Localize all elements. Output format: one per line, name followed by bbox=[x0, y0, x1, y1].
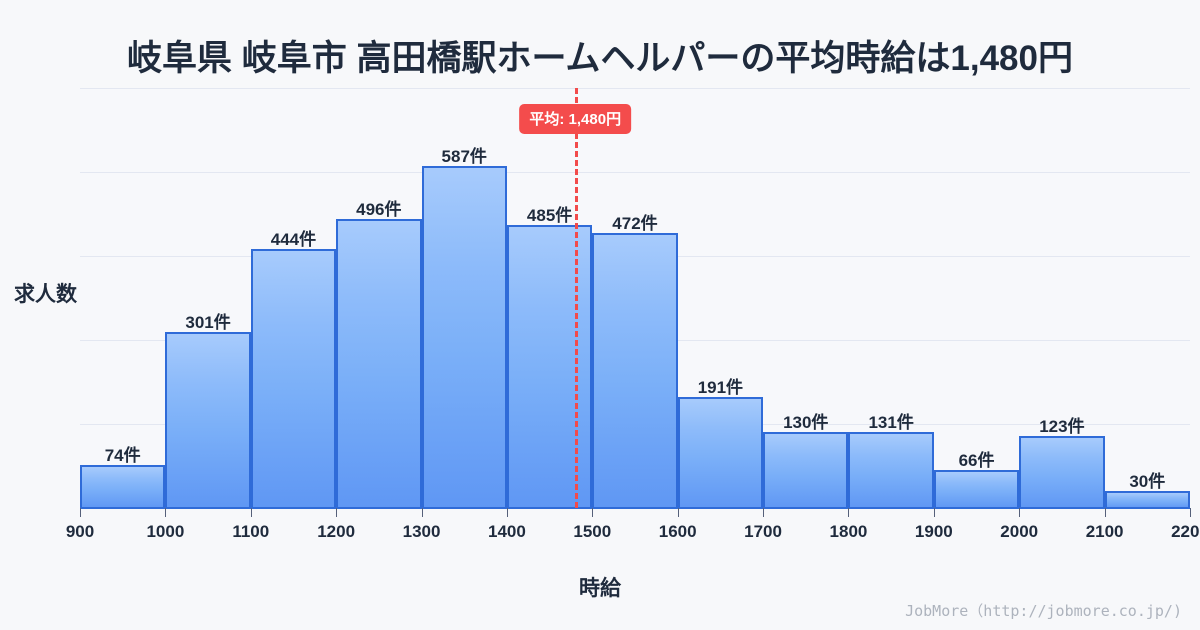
x-tick-mark bbox=[933, 508, 935, 517]
x-tick-mark bbox=[336, 508, 338, 517]
bar[interactable] bbox=[421, 165, 507, 508]
x-tick-label: 1100 bbox=[232, 522, 270, 541]
page-title: 岐阜県 岐阜市 高田橋駅ホームヘルパーの平均時給は1,480円 bbox=[127, 39, 1073, 78]
x-tick-mark bbox=[1190, 508, 1191, 517]
bar[interactable] bbox=[336, 218, 422, 508]
bar-value-label: 131件 bbox=[868, 412, 914, 432]
x-tick-label: 1400 bbox=[488, 522, 526, 541]
x-tick-label: 1300 bbox=[402, 522, 441, 541]
x-tick-label: 2100 bbox=[1085, 522, 1124, 541]
x-axis-title: 時給 bbox=[579, 577, 621, 600]
bar-value-label: 301件 bbox=[185, 313, 231, 333]
watermark: JobMore（http://jobmore.co.jp/) bbox=[905, 602, 1182, 620]
x-tick-label: 2200 bbox=[1171, 522, 1200, 541]
x-tick-label: 1200 bbox=[317, 522, 356, 541]
bar-value-label: 472件 bbox=[612, 213, 658, 233]
x-tick-mark bbox=[592, 508, 594, 517]
x-tick-mark bbox=[250, 508, 252, 517]
bar-value-label: 130件 bbox=[783, 413, 829, 433]
bar[interactable] bbox=[677, 396, 764, 508]
x-tick-label: 2000 bbox=[1000, 522, 1039, 541]
x-axis-baseline bbox=[80, 507, 1190, 509]
gridline bbox=[80, 172, 1190, 173]
bar[interactable] bbox=[1019, 436, 1105, 508]
x-tick-label: 1600 bbox=[658, 522, 697, 541]
x-tick-mark bbox=[763, 508, 765, 517]
bar[interactable] bbox=[1104, 490, 1190, 508]
bar-value-label: 74件 bbox=[104, 445, 141, 465]
bar[interactable] bbox=[592, 232, 678, 508]
x-tick-mark bbox=[506, 508, 508, 517]
x-tick-label: 1000 bbox=[146, 522, 185, 541]
x-tick-label: 1500 bbox=[573, 522, 612, 541]
y-axis-title: 求人数 bbox=[14, 283, 77, 306]
bar-value-label: 66件 bbox=[958, 450, 995, 470]
average-badge: 平均: 1,480円 bbox=[519, 104, 632, 134]
x-tick-mark bbox=[165, 508, 167, 517]
plot-area bbox=[80, 88, 1190, 508]
bar-value-label: 496件 bbox=[356, 199, 402, 219]
bar-value-label: 123件 bbox=[1039, 417, 1085, 437]
x-tick-mark bbox=[80, 508, 81, 517]
bar-value-label: 485件 bbox=[526, 206, 573, 226]
bar[interactable] bbox=[933, 469, 1020, 508]
bar[interactable] bbox=[506, 225, 593, 508]
bar[interactable] bbox=[80, 464, 166, 508]
bar-value-label: 191件 bbox=[697, 377, 744, 397]
x-tick-mark bbox=[421, 508, 423, 517]
gridline bbox=[80, 88, 1190, 89]
x-tick-label: 900 bbox=[65, 522, 95, 541]
bar[interactable] bbox=[250, 249, 337, 508]
bar[interactable] bbox=[848, 431, 934, 508]
average-line bbox=[575, 88, 579, 508]
x-tick-mark bbox=[1019, 508, 1021, 517]
bar-value-label: 30件 bbox=[1129, 471, 1166, 491]
x-tick-label: 1700 bbox=[744, 522, 782, 541]
bar-value-label: 444件 bbox=[270, 230, 317, 249]
bar[interactable] bbox=[763, 432, 849, 508]
x-tick-mark bbox=[1104, 508, 1106, 517]
bar[interactable] bbox=[165, 332, 251, 508]
x-tick-mark bbox=[677, 508, 679, 517]
x-tick-label: 1800 bbox=[829, 522, 868, 541]
x-tick-label: 1900 bbox=[914, 522, 953, 541]
x-tick-mark bbox=[848, 508, 850, 517]
bar-value-label: 587件 bbox=[441, 146, 487, 166]
